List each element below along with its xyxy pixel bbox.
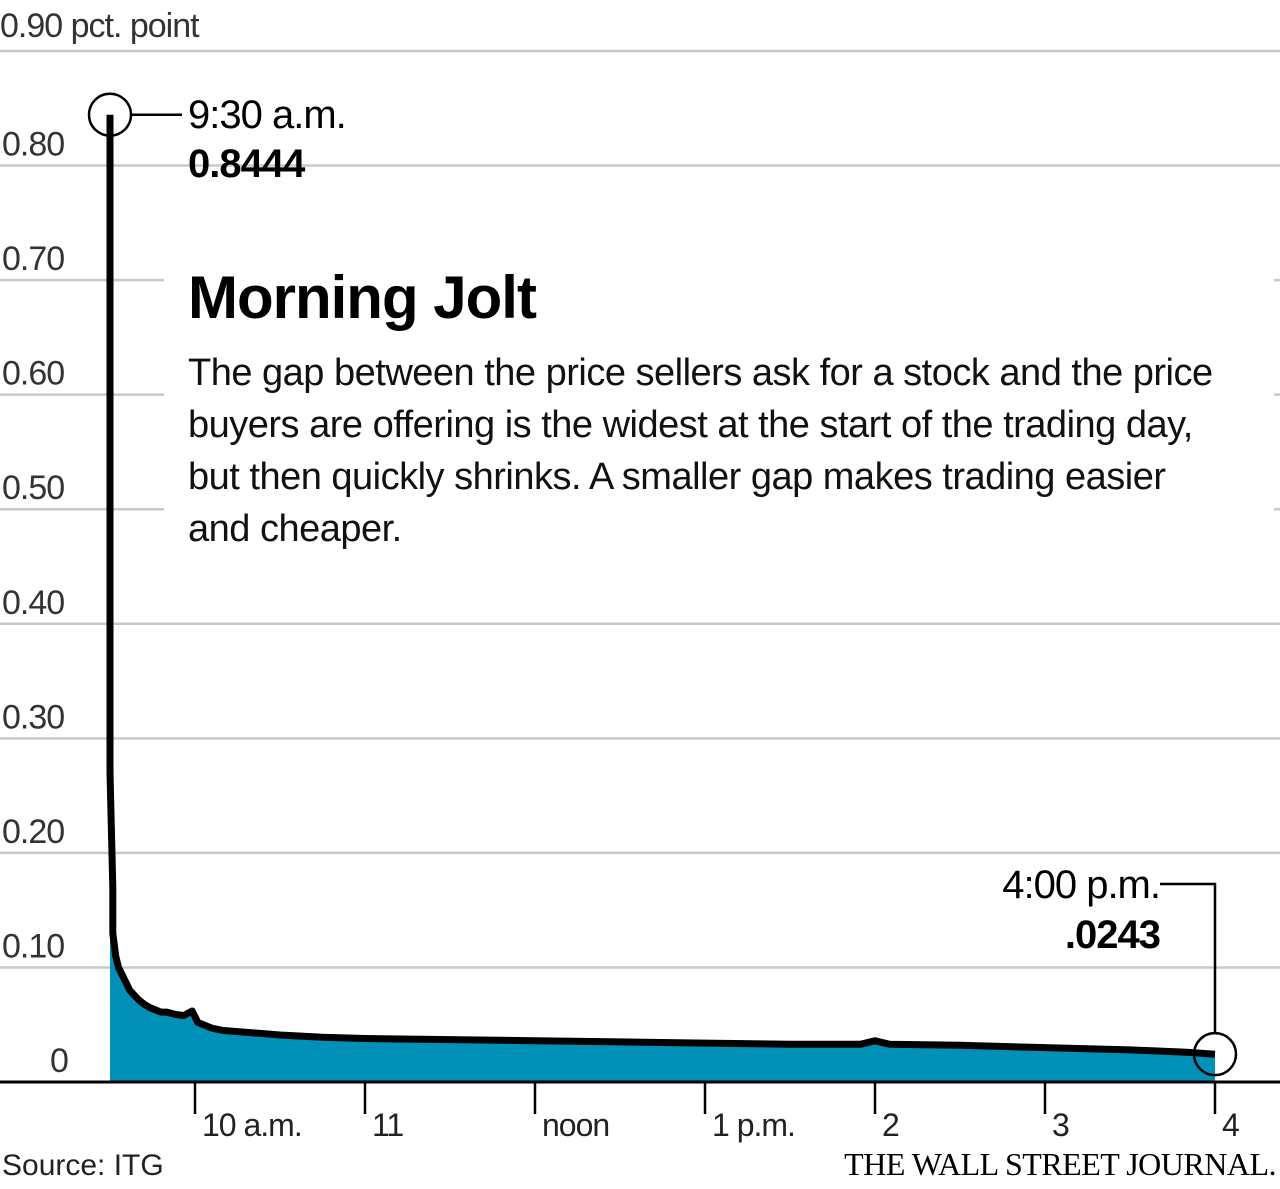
x-tick-label: 2 <box>882 1107 899 1143</box>
annotation-start-time: 9:30 a.m. <box>188 93 346 137</box>
x-tick-label: 10 a.m. <box>202 1107 302 1143</box>
subtitle-line: buyers are offering is the widest at the… <box>188 404 1193 446</box>
y-tick-label: 0.70 <box>2 240 64 278</box>
annotation-end: 4:00 p.m. .0243 <box>1002 863 1238 1077</box>
x-tick-label: 4 <box>1222 1107 1239 1143</box>
x-tick-label: 11 <box>372 1107 403 1143</box>
y-tick-labels: 0.80 0.70 0.60 0.50 0.40 0.30 0.20 0.10 0 <box>2 126 69 1080</box>
y-tick-label: 0.80 <box>2 126 64 164</box>
annotation-start-value: 0.8444 <box>188 142 306 186</box>
publisher-brand: THE WALL STREET JOURNAL. <box>844 1146 1276 1182</box>
y-tick-label: 0.30 <box>2 698 64 736</box>
x-tick-label: noon <box>542 1107 609 1143</box>
series-line <box>106 114 1216 1058</box>
chart-subtitle: The gap between the price sellers ask fo… <box>188 352 1213 550</box>
y-tick-label: 0 <box>50 1042 68 1080</box>
y-tick-label: 0.50 <box>2 469 64 507</box>
y-tick-label: 0.60 <box>2 355 64 393</box>
annotation-start: 9:30 a.m. 0.8444 <box>87 92 347 186</box>
annotation-end-time: 4:00 p.m. <box>1002 863 1160 907</box>
y-tick-label: 0.20 <box>2 813 64 851</box>
annotation-end-value: .0243 <box>1065 913 1160 957</box>
x-tick-label: 1 p.m. <box>712 1107 795 1143</box>
annotation-end-leader <box>1160 882 1217 1034</box>
subtitle-line: but then quickly shrinks. A smaller gap … <box>188 456 1166 498</box>
x-tick-label: 3 <box>1052 1107 1069 1143</box>
title-backdrop <box>164 255 1274 565</box>
y-tick-label: 0.10 <box>2 927 64 965</box>
source-note: Source: ITG <box>2 1149 164 1182</box>
y-axis-unit-label: 0.90 pct. point <box>0 7 200 45</box>
subtitle-line: The gap between the price sellers ask fo… <box>188 352 1213 394</box>
y-tick-label: 0.40 <box>2 584 64 622</box>
subtitle-line: and cheaper. <box>188 508 402 550</box>
chart-title: Morning Jolt <box>188 264 537 331</box>
x-ticks: 10 a.m. 11 noon 1 p.m. 2 3 4 <box>193 1082 1240 1143</box>
